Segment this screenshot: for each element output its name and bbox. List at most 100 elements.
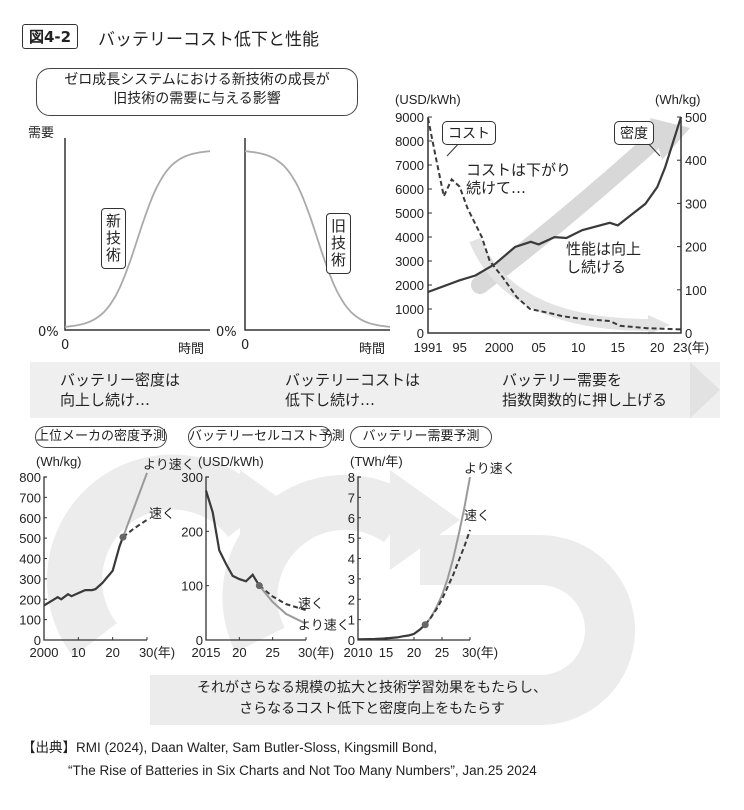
forecast-label-fast: 速く: [464, 509, 490, 524]
y-tick-label: 0: [196, 633, 203, 648]
concept-axes-2: [244, 138, 390, 331]
x-tick-label: 15: [379, 645, 393, 660]
source-line2: “The Rise of Batteries in Six Charts and…: [68, 763, 537, 778]
y-tick-label: 700: [19, 490, 41, 505]
y-tick-label: 300: [19, 572, 41, 587]
x-tick-label: 30(年): [298, 645, 334, 660]
chart-title-cell-cost-forecast: バッテリーセルコスト予測: [188, 426, 345, 448]
chart-density-forecast: (Wh/kg) 0 100 200 300 400 500 600 700 800 2000 10 20…: [19, 454, 194, 660]
zero-label-2: 0: [241, 338, 250, 353]
performance-annotation-line1: 性能は向上: [566, 240, 642, 258]
band-density-line1: バッテリー密度は: [60, 371, 181, 389]
concept-bubble-line2: 旧技術の需要に与える影響: [113, 91, 281, 107]
y-tick-label: 5: [348, 531, 355, 546]
chart-title-demand-forecast: バッテリー需要予測: [350, 426, 492, 448]
demand-label: 需要: [28, 126, 55, 141]
y-tick-label-right: 200: [685, 240, 707, 255]
source-line1: 【出典】RMI (2024), Daan Walter, Sam Butler-…: [22, 740, 438, 755]
band-demand-line1: バッテリー需要を: [502, 371, 623, 389]
forecast-label-fast: 速く: [149, 507, 175, 522]
conclusion-line1: それがさらなる規模の拡大と技術学習効果をもたらし、: [197, 680, 547, 696]
y-tick-label: 100: [181, 579, 203, 594]
historical-line: [43, 536, 125, 607]
y-axis-right-unit: (Wh/kg): [655, 92, 701, 107]
chart-cost-density: (USD/kWh) (Wh/kg)010002000300040005000600…: [395, 92, 709, 355]
latest-data-point: [255, 582, 263, 590]
y-tick-label: 7: [348, 490, 355, 505]
x-tick-label: 10: [571, 340, 585, 355]
y-tick-label-right: 100: [685, 283, 707, 298]
y-tick-label: 200: [19, 592, 41, 607]
y-tick-label-left: 6000: [395, 182, 424, 197]
y-tick-label: 0: [34, 633, 41, 648]
y-tick-label-left: 4000: [395, 230, 424, 245]
zero-pct-label-2: 0%: [216, 325, 237, 340]
cost-annotation-line1: コストは下がり: [466, 161, 572, 179]
series-density-line: [427, 116, 683, 294]
forecast-label-fast: 速く: [298, 597, 324, 612]
y-tick-label: 200: [181, 524, 203, 539]
y-tick-label: 0: [348, 633, 355, 648]
cost-arrow-head: [648, 315, 670, 335]
historical-line: [204, 490, 261, 587]
concept-axes-1: [64, 138, 210, 331]
y-tick-label-left: 1000: [395, 302, 424, 317]
band-density-line2: 向上し続け…: [60, 391, 151, 409]
y-tick-label-left: 9000: [395, 110, 424, 125]
zero-pct-label: 0%: [38, 325, 59, 340]
conclusion-line2: さらなるコスト低下と密度向上をもたらす: [239, 701, 505, 717]
new-tech-label: 新技術: [101, 208, 126, 269]
old-tech-label: 旧技術: [326, 213, 351, 274]
figure-title: バッテリーコスト低下と性能: [98, 30, 319, 50]
density-callout: 密度: [614, 121, 654, 145]
figure-number: 図4-2: [22, 24, 79, 49]
x-tick-label: 20: [407, 645, 421, 660]
band-cost-line1: バッテリーコストは: [285, 371, 421, 389]
y-tick-label: 3: [348, 572, 355, 587]
y-axis-unit: (TWh/年): [350, 454, 403, 469]
band-demand-line2: 指数関数的に押し上げる: [502, 391, 668, 409]
y-tick-label: 2: [348, 592, 355, 607]
x-tick-label: 05: [531, 340, 545, 355]
performance-annotation: 性能は向上 し続ける: [566, 240, 641, 276]
band-background: [30, 362, 720, 418]
latest-data-point: [421, 621, 429, 629]
x-tick-label: 20: [232, 645, 246, 660]
old-tech-demand-curve: [244, 150, 391, 328]
x-tick-label: 2000: [485, 340, 514, 355]
x-tick-label: 15: [611, 340, 625, 355]
y-tick-label: 500: [19, 531, 41, 546]
concept-bubble: ゼロ成長システムにおける新技術の成長が 旧技術の需要に与える影響: [36, 68, 358, 116]
y-axis-unit: (USD/kWh): [198, 454, 264, 469]
y-tick-label-left: 2000: [395, 278, 424, 293]
performance-arrow: [471, 126, 669, 294]
y-tick-label-left: 3000: [395, 254, 424, 269]
zero-label: 0: [61, 338, 70, 353]
y-tick-label-left: 0: [417, 326, 424, 341]
y-tick-label-right: 300: [685, 196, 707, 211]
x-tick-label: 1991: [414, 340, 443, 355]
time-label: 時間: [178, 342, 205, 357]
latest-data-point: [119, 533, 127, 541]
chart-title-density-forecast: 上位メーカの密度予測: [35, 426, 167, 448]
cost-arrow: [469, 237, 651, 331]
x-tick-label: 20: [650, 340, 664, 355]
forecast-line-faster: [122, 472, 148, 538]
x-tick-label: 10: [71, 645, 85, 660]
new-tech-demand-curve: [64, 150, 211, 328]
cost-annotation-line2: 続けて…: [466, 179, 527, 197]
concept-bubble-line1: ゼロ成長システムにおける新技術の成長が: [64, 72, 330, 88]
source-citation: 【出典】RMI (2024), Daan Walter, Sam Butler-…: [22, 736, 537, 782]
cost-callout: コスト: [442, 121, 496, 145]
y-tick-label: 100: [19, 613, 41, 628]
x-tick-label: 30(年): [462, 645, 498, 660]
x-tick-label: 20: [105, 645, 119, 660]
y-tick-label: 400: [19, 552, 41, 567]
x-tick-label: 2000: [30, 645, 59, 660]
forecast-line-fast: [258, 584, 307, 612]
y-tick-label: 800: [19, 470, 41, 485]
performance-annotation-line2: し続ける: [566, 258, 627, 276]
y-tick-label-left: 8000: [395, 134, 424, 149]
x-tick-label: 23(年): [673, 340, 709, 355]
